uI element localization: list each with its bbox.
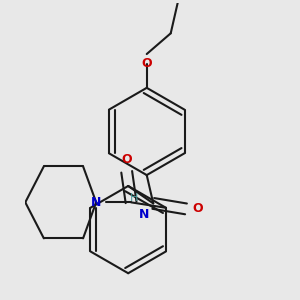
Text: O: O: [141, 57, 152, 70]
Text: N: N: [91, 196, 101, 209]
Text: N: N: [140, 208, 150, 221]
Text: O: O: [193, 202, 203, 215]
Text: O: O: [122, 153, 132, 166]
Text: H: H: [130, 193, 138, 203]
